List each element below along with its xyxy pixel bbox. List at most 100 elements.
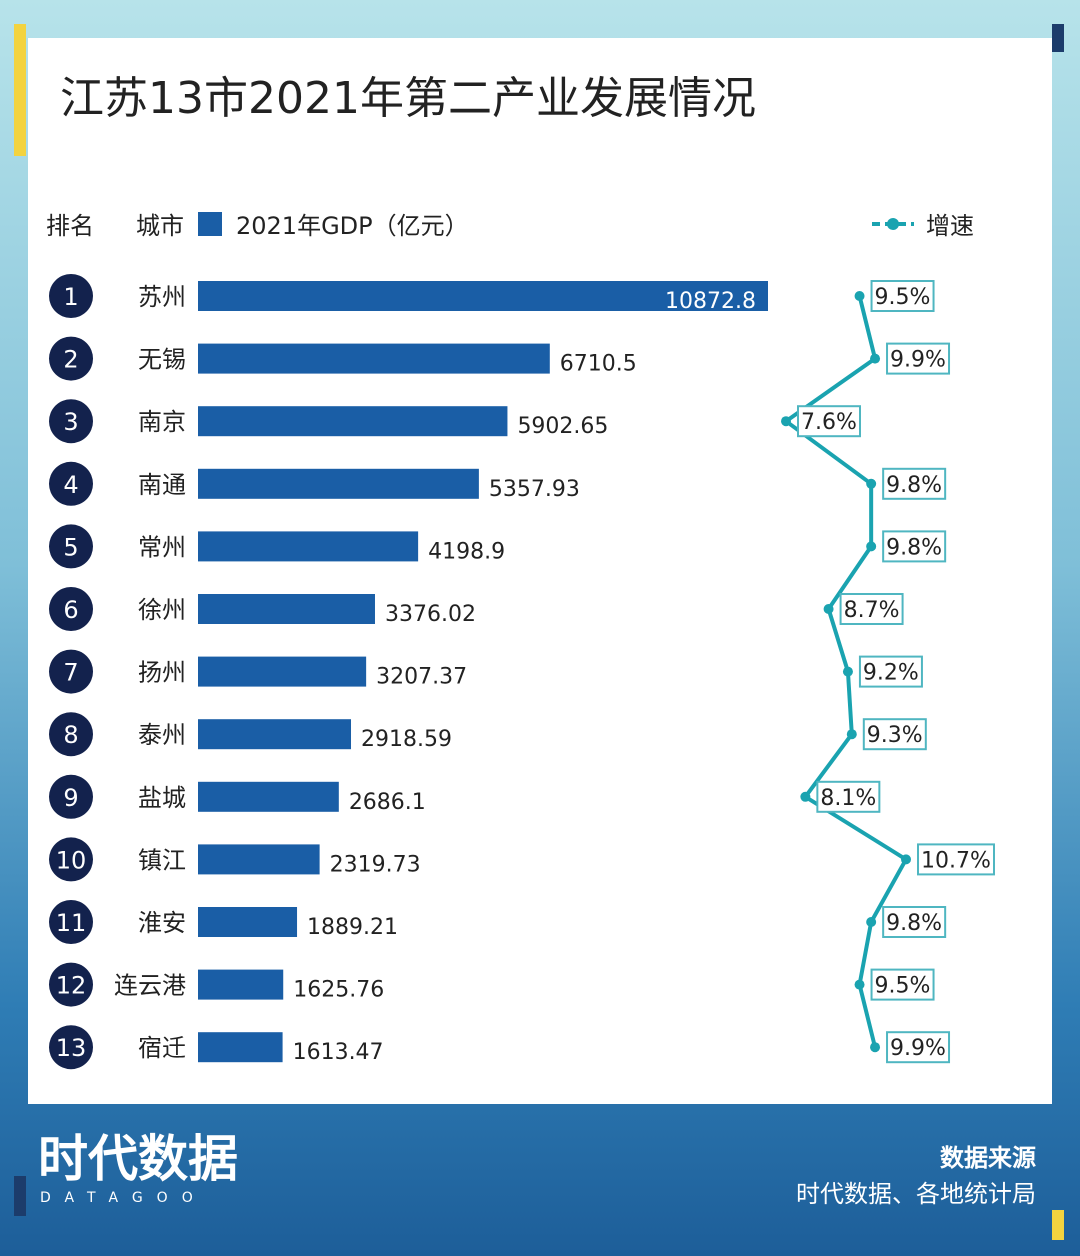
- growth-point: [870, 1042, 881, 1053]
- growth-point: [854, 291, 865, 301]
- accent-bar-navy: [1052, 24, 1064, 52]
- datagoo-logo: 时代数据: [38, 1130, 238, 1186]
- rank-label: 9: [63, 784, 78, 812]
- gdp-bar: [198, 907, 298, 937]
- city-label: 常州: [138, 533, 186, 561]
- gdp-bar: [198, 656, 367, 687]
- gdp-value-label: 1889.21: [307, 915, 398, 940]
- growth-label-box: [882, 906, 947, 938]
- growth-point: [842, 666, 853, 677]
- rank-label: 1: [63, 283, 78, 311]
- rank-circle: [49, 837, 93, 882]
- gdp-bar: [198, 406, 508, 437]
- rank-circle: [49, 336, 93, 381]
- rank-label: 3: [63, 408, 78, 436]
- header-growth: 增速: [926, 212, 974, 240]
- gdp-value-label: 2686.1: [349, 790, 426, 815]
- rank-label: 11: [56, 909, 87, 937]
- gdp-value-label: 10872.8: [665, 289, 756, 314]
- legend-gdp-swatch: [198, 212, 222, 236]
- gdp-bar: [198, 781, 339, 812]
- rank-circle: [49, 399, 93, 444]
- chart-svg: 1 苏州 10872.8 2 无锡 6710.5 3 南京 5902.65 4 南通 5357.93 5…: [49, 274, 995, 1070]
- city-label: 南京: [138, 408, 186, 436]
- gdp-bar: [198, 969, 284, 1000]
- growth-label-box: [870, 968, 935, 1001]
- header-rank: 排名: [46, 212, 94, 240]
- city-label: 泰州: [138, 721, 186, 749]
- gdp-bar: [198, 343, 550, 374]
- rank-circle: [49, 900, 93, 944]
- growth-point: [866, 478, 877, 489]
- rank-label: 10: [56, 846, 87, 874]
- growth-point: [870, 353, 881, 364]
- growth-label: 7.6%: [801, 410, 857, 435]
- gdp-value-label: 1625.76: [293, 978, 384, 1003]
- growth-point: [781, 416, 791, 427]
- city-label: 苏州: [138, 283, 186, 311]
- gdp-bar: [198, 281, 768, 311]
- rank-circle: [49, 774, 93, 819]
- gdp-bar: [198, 594, 375, 624]
- city-label: 镇江: [138, 846, 186, 874]
- growth-point: [800, 791, 811, 802]
- accent-bar-yellow-bottom: [1052, 1210, 1064, 1240]
- rank-circle: [49, 274, 93, 318]
- growth-label-box: [816, 780, 881, 813]
- growth-point: [866, 541, 877, 552]
- gdp-value-label: 6710.5: [560, 352, 637, 377]
- growth-label: 9.3%: [867, 723, 923, 748]
- rank-circle: [49, 712, 93, 757]
- city-label: 南通: [138, 471, 186, 499]
- rank-circle: [49, 461, 93, 506]
- rank-circle: [49, 524, 93, 569]
- growth-label: 9.8%: [886, 535, 942, 560]
- gdp-value-label: 2918.59: [361, 727, 452, 752]
- rank-label: 8: [63, 721, 78, 749]
- rank-circle: [49, 587, 93, 631]
- gdp-bar: [198, 531, 419, 562]
- growth-label: 10.7%: [921, 848, 991, 873]
- gdp-value-label: 3207.37: [376, 665, 467, 690]
- gdp-value-label: 1613.47: [293, 1040, 384, 1065]
- growth-label: 9.2%: [863, 661, 919, 686]
- growth-point: [901, 854, 911, 865]
- growth-label-box: [882, 530, 947, 563]
- rank-label: 12: [56, 972, 87, 1000]
- gdp-value-label: 2319.73: [330, 852, 421, 877]
- rank-circle: [49, 649, 93, 694]
- growth-label-box: [797, 405, 861, 438]
- growth-label-box: [882, 467, 947, 500]
- accent-bar-yellow: [14, 24, 26, 156]
- growth-label: 9.5%: [875, 974, 931, 999]
- gdp-bar: [198, 1032, 283, 1063]
- growth-label-box: [886, 1031, 951, 1064]
- rank-label: 2: [63, 346, 78, 374]
- city-label: 扬州: [138, 659, 186, 687]
- city-label: 徐州: [138, 596, 186, 624]
- growth-point: [846, 729, 857, 740]
- growth-label: 9.5%: [875, 285, 931, 310]
- growth-label: 9.9%: [890, 1036, 946, 1061]
- growth-label: 9.8%: [886, 911, 942, 936]
- rank-label: 13: [56, 1034, 87, 1062]
- growth-point: [866, 917, 877, 927]
- header-gdp: 2021年GDP（亿元）: [236, 212, 469, 240]
- growth-point: [823, 604, 834, 614]
- rank-circle: [49, 962, 93, 1007]
- growth-label-box: [858, 655, 923, 688]
- growth-label-box: [839, 593, 904, 625]
- growth-point: [854, 979, 865, 990]
- header-city: 城市: [136, 212, 184, 240]
- growth-label: 9.9%: [890, 348, 946, 373]
- rank-label: 4: [63, 471, 78, 499]
- city-label: 宿迁: [138, 1034, 186, 1062]
- rank-label: 7: [63, 659, 78, 687]
- source-text: 时代数据、各地统计局: [796, 1180, 1036, 1208]
- source-title: 数据来源: [940, 1144, 1036, 1172]
- city-label: 连云港: [114, 972, 186, 1000]
- gdp-value-label: 5357.93: [489, 477, 580, 502]
- city-label: 淮安: [138, 909, 186, 937]
- rank-label: 5: [63, 533, 78, 561]
- rank-label: 6: [63, 596, 78, 624]
